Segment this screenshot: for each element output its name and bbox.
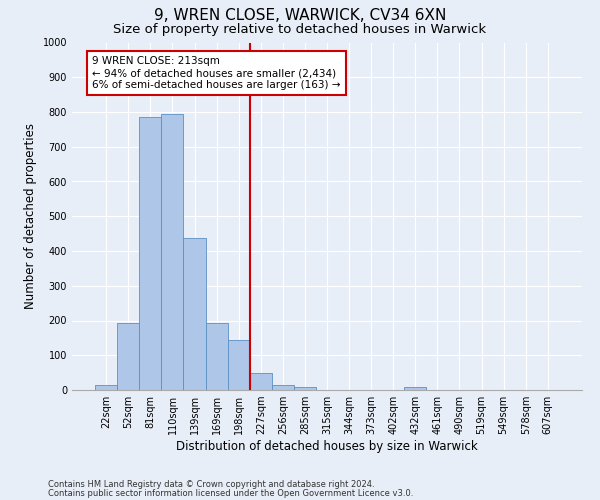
Bar (95, 385, 117, 390)
Bar (404, 387, 427, 390)
Text: Contains HM Land Registry data © Crown copyright and database right 2024.: Contains HM Land Registry data © Crown c… (48, 480, 374, 489)
X-axis label: Distribution of detached houses by size in Warwick: Distribution of detached houses by size … (176, 440, 478, 453)
Bar (139, 116, 161, 390)
Bar (117, 323, 139, 390)
Bar (206, 324, 227, 390)
Text: Contains public sector information licensed under the Open Government Licence v3: Contains public sector information licen… (48, 488, 413, 498)
Text: 9 WREN CLOSE: 213sqm
← 94% of detached houses are smaller (2,434)
6% of semi-det: 9 WREN CLOSE: 213sqm ← 94% of detached h… (92, 56, 341, 90)
Bar (161, 114, 184, 390)
Bar (227, 340, 250, 390)
Bar (294, 387, 316, 390)
Bar (184, 238, 206, 390)
Y-axis label: Number of detached properties: Number of detached properties (24, 123, 37, 309)
Text: 9, WREN CLOSE, WARWICK, CV34 6XN: 9, WREN CLOSE, WARWICK, CV34 6XN (154, 8, 446, 22)
Text: Size of property relative to detached houses in Warwick: Size of property relative to detached ho… (113, 22, 487, 36)
Bar (250, 374, 272, 390)
Bar (272, 386, 294, 390)
